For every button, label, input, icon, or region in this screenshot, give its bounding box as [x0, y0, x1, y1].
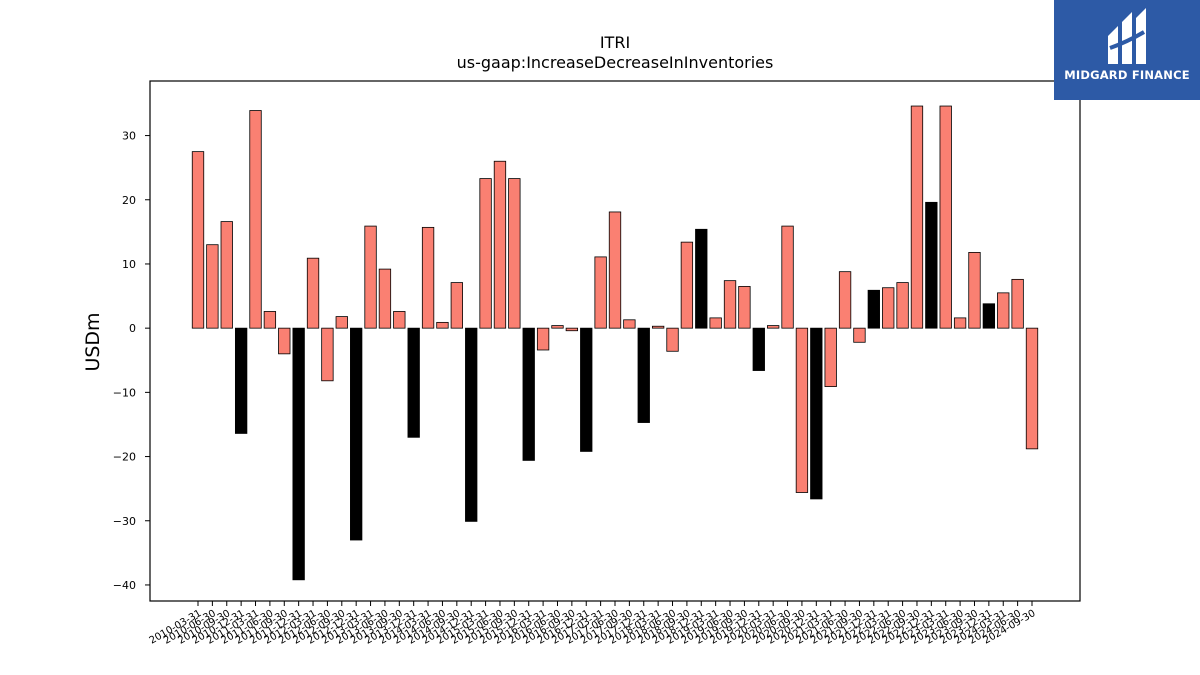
bar-2019-12-31: [752, 327, 765, 371]
bar-2018-12-31: [695, 228, 708, 329]
bar-2012-06-30: [321, 327, 334, 382]
bar-2021-09-30: [853, 327, 866, 343]
bar-2016-12-31: [580, 327, 593, 452]
bar-2022-09-30: [910, 105, 924, 329]
bar-2010-09-30: [220, 221, 233, 329]
bar-2011-09-30: [278, 327, 291, 355]
bar-2021-12-31: [867, 289, 880, 329]
bar-2022-06-30: [896, 282, 909, 329]
x-ticks-group: 2010-03-312010-06-302010-09-302010-12-31…: [148, 601, 1038, 647]
bar-2016-03-31: [536, 327, 550, 351]
bar-2016-09-30: [565, 327, 579, 332]
bar-2021-03-31: [824, 327, 837, 387]
bar-2020-12-31: [810, 327, 823, 500]
plot-frame: [149, 80, 1081, 602]
bar-2011-12-31: [292, 327, 305, 581]
bar-2019-03-31: [709, 317, 722, 329]
bar-2020-06-30: [781, 225, 794, 329]
bar-2013-06-30: [378, 268, 392, 329]
bar-2011-06-30: [263, 311, 277, 329]
bar-2024-06-30: [1011, 278, 1024, 329]
bar-2019-06-30: [723, 280, 737, 329]
bar-2014-03-31: [421, 226, 435, 329]
logo-mark-icon: [1108, 8, 1146, 64]
midgard-finance-logo: MIDGARD FINANCE: [1054, 0, 1200, 100]
y-tick-label: 0: [129, 322, 136, 335]
bar-2019-09-30: [738, 286, 751, 329]
chart-title: ITRI: [600, 33, 630, 52]
bar-2020-03-31: [767, 325, 780, 329]
chart-subtitle: us-gaap:IncreaseDecreaseInInventories: [457, 53, 774, 72]
bar-2013-03-31: [364, 225, 377, 329]
bar-2014-09-30: [450, 282, 463, 329]
bar-2014-06-30: [436, 321, 449, 329]
bar-2023-12-31: [982, 303, 996, 329]
bar-2010-03-31: [191, 151, 205, 329]
bar-2023-06-30: [953, 317, 967, 329]
bar-2018-06-30: [666, 327, 679, 352]
y-tick-label: −30: [113, 515, 136, 528]
bar-2020-09-30: [795, 327, 809, 493]
y-tick-label: −40: [113, 579, 136, 592]
bar-2012-09-30: [335, 316, 348, 329]
y-tick-label: 10: [122, 258, 136, 271]
y-tick-label: 30: [122, 130, 136, 143]
bar-2015-06-30: [493, 160, 507, 329]
bar-2023-09-30: [968, 252, 981, 329]
bar-2023-03-31: [939, 105, 952, 329]
bar-2022-03-31: [882, 287, 895, 329]
bar-2018-09-30: [680, 241, 694, 329]
bar-2015-09-30: [508, 178, 521, 329]
bar-2011-03-31: [249, 110, 262, 329]
bar-2017-03-31: [594, 256, 607, 329]
y-ticks-group: −40 −30 −20 −10 0 10 20 30: [113, 130, 150, 592]
bar-2017-12-31: [637, 327, 650, 423]
y-tick-label: −20: [113, 451, 136, 464]
bar-2015-12-31: [522, 327, 535, 461]
bars-group: [191, 105, 1039, 581]
bar-2012-12-31: [350, 327, 363, 541]
bar-2022-12-31: [925, 201, 938, 329]
bar-2010-12-31: [234, 327, 248, 434]
bar-2017-06-30: [608, 211, 622, 329]
bar-2014-12-31: [465, 327, 478, 522]
y-axis-label: USDm: [82, 312, 104, 371]
bar-2010-06-30: [206, 244, 219, 329]
bar-2024-09-30: [1025, 327, 1039, 450]
y-tick-label: 20: [122, 194, 136, 207]
logo-text: MIDGARD FINANCE: [1064, 68, 1190, 82]
bar-2013-09-30: [393, 311, 406, 329]
bar-2021-06-30: [838, 271, 852, 329]
y-tick-label: −10: [113, 386, 136, 399]
bar-2015-03-31: [479, 178, 492, 329]
bar-2024-03-31: [997, 292, 1010, 329]
bar-2013-12-31: [407, 327, 420, 438]
bar-2012-03-31: [306, 257, 320, 329]
bar-2018-03-31: [651, 325, 665, 329]
bar-2016-06-30: [551, 325, 564, 329]
bar-2017-09-30: [623, 319, 636, 329]
